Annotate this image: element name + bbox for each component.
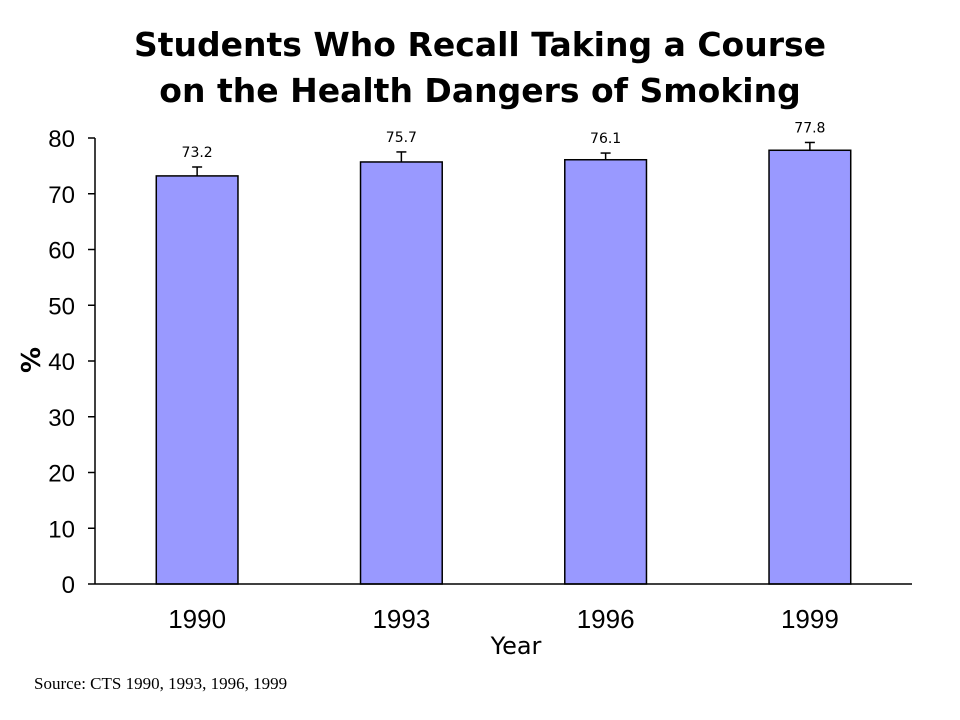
x-tick-label-1999: 1999: [781, 604, 839, 634]
y-tick-label: 0: [62, 572, 75, 599]
y-tick-label: 40: [48, 349, 75, 376]
y-axis: 0 10 20 30 40 50 60 70 80: [48, 126, 96, 599]
source-note: Source: CTS 1990, 1993, 1996, 1999: [34, 674, 288, 693]
y-tick-label: 30: [48, 405, 75, 432]
y-axis-title: %: [17, 347, 47, 373]
y-tick-label: 80: [48, 126, 75, 153]
bars: 73.2 75.7 76.1 77.8: [155, 120, 852, 585]
data-label-1993: 75.7: [386, 130, 417, 146]
data-label-1996: 76.1: [590, 131, 621, 147]
bar-1993: [359, 161, 443, 585]
x-axis: 1990 1993 1996 1999: [95, 583, 912, 634]
chart-title-line-1: Students Who Recall Taking a Course: [133, 25, 827, 64]
chart-title: Students Who Recall Taking a Course on t…: [0, 22, 960, 114]
y-tick-label: 20: [48, 461, 75, 488]
x-axis-title: Year: [490, 632, 542, 660]
bar-1990: [155, 175, 239, 585]
y-tick-label: 70: [48, 182, 75, 209]
y-tick-label: 10: [48, 516, 75, 543]
data-label-1999: 77.8: [794, 120, 825, 136]
y-tick-label: 50: [48, 293, 75, 320]
x-tick-label-1996: 1996: [577, 604, 635, 634]
x-tick-label-1990: 1990: [168, 604, 226, 634]
x-tick-label-1993: 1993: [372, 604, 430, 634]
bar-1996: [564, 158, 648, 585]
y-tick-label: 60: [48, 238, 75, 265]
chart-title-line-2: on the Health Dangers of Smoking: [159, 71, 801, 110]
data-label-1990: 73.2: [182, 145, 213, 161]
bar-1999: [768, 149, 852, 585]
